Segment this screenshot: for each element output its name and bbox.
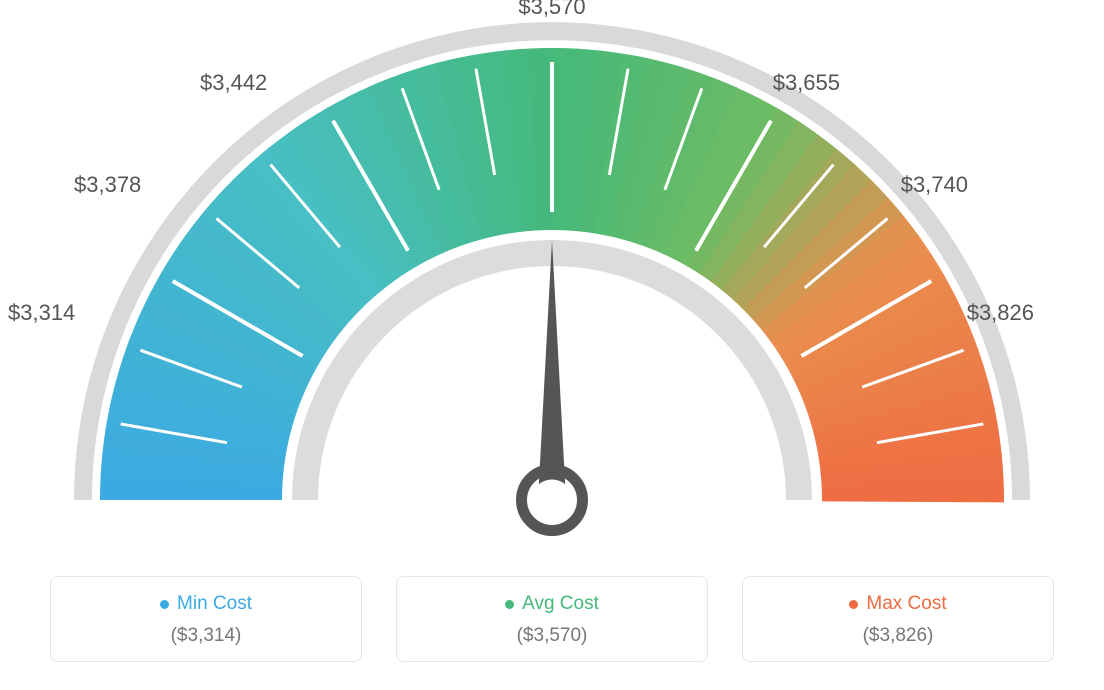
legend-label-min: Min Cost xyxy=(177,593,252,615)
legend-card-min: Min Cost ($3,314) xyxy=(50,576,362,662)
gauge-tick-label: $3,826 xyxy=(967,300,1034,326)
legend-dot-avg xyxy=(505,600,514,609)
legend-dot-min xyxy=(160,600,169,609)
legend-label-avg: Avg Cost xyxy=(522,593,599,615)
gauge-tick-label: $3,314 xyxy=(8,300,75,326)
legend-value-avg: ($3,570) xyxy=(407,625,697,647)
legend-title-avg: Avg Cost xyxy=(505,593,599,615)
gauge-tick-label: $3,378 xyxy=(74,172,141,198)
legend-value-max: ($3,826) xyxy=(753,625,1043,647)
gauge-tick-label: $3,655 xyxy=(773,70,840,96)
gauge-tick-label: $3,442 xyxy=(200,70,267,96)
legend-label-max: Max Cost xyxy=(866,593,946,615)
legend-title-min: Min Cost xyxy=(160,593,252,615)
gauge-tick-label: $3,740 xyxy=(901,172,968,198)
gauge-tick-label: $3,570 xyxy=(518,0,585,20)
gauge-svg xyxy=(0,0,1104,560)
legend-dot-max xyxy=(849,600,858,609)
legend-card-max: Max Cost ($3,826) xyxy=(742,576,1054,662)
legend-value-min: ($3,314) xyxy=(61,625,351,647)
gauge-area: $3,314 $3,378 $3,442 $3,570 $3,655 $3,740 $3,8… xyxy=(0,0,1104,560)
legend-title-max: Max Cost xyxy=(849,593,946,615)
legend-card-avg: Avg Cost ($3,570) xyxy=(396,576,708,662)
cost-gauge-chart: $3,314 $3,378 $3,442 $3,570 $3,655 $3,740 $3,8… xyxy=(0,0,1104,690)
legend-row: Min Cost ($3,314) Avg Cost ($3,570) Max … xyxy=(50,576,1054,662)
